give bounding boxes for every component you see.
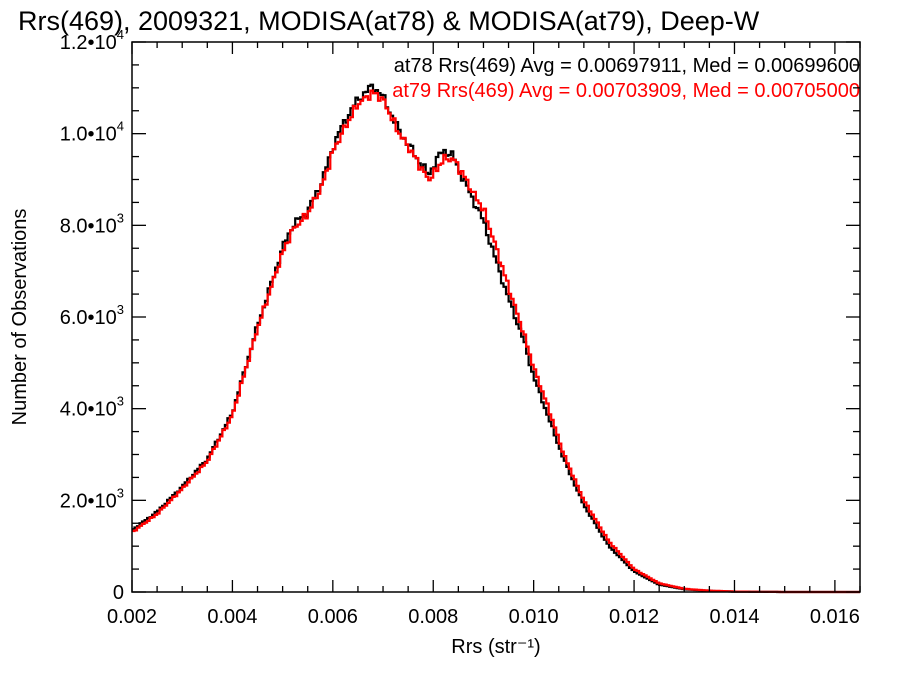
x-axis-label: Rrs (str⁻¹)	[451, 636, 540, 658]
series-at79-line	[132, 89, 860, 594]
x-tick-label: 0.010	[509, 606, 559, 628]
y-tick-label: 1.2•104	[60, 27, 124, 54]
y-tick-label: 2.0•103	[60, 485, 124, 512]
y-tick-label: 6.0•103	[60, 302, 124, 329]
series-layer	[132, 83, 860, 594]
stats-annotations: at78 Rrs(469) Avg = 0.00697911, Med = 0.…	[392, 55, 860, 102]
stat-annotation-at78: at78 Rrs(469) Avg = 0.00697911, Med = 0.…	[394, 55, 860, 77]
y-tick-label: 4.0•103	[60, 394, 124, 421]
x-tick-label: 0.008	[408, 606, 458, 628]
y-axis: 0 2.0•103 4.0•103 6.0•103 8.0•103 1.0•104 1.2•…	[60, 27, 860, 604]
stat-annotation-at79: at79 Rrs(469) Avg = 0.00703909, Med = 0.…	[392, 80, 860, 102]
plot-area: 0.002 0.004 0.006 0.008 0.010 0.012 0.014 0.016…	[60, 27, 861, 628]
chart-title: Rrs(469), 2009321, MODISA(at78) & MODISA…	[18, 6, 760, 36]
y-tick-label: 8.0•103	[60, 210, 124, 237]
x-axis: 0.002 0.004 0.006 0.008 0.010 0.012 0.014 0.016	[107, 42, 861, 628]
y-tick-label: 0	[113, 582, 124, 604]
x-tick-label: 0.006	[308, 606, 358, 628]
plot-frame	[131, 41, 861, 593]
y-axis-label: Number of Observations	[9, 209, 31, 426]
x-tick-label: 0.016	[810, 606, 860, 628]
y-tick-label: 1.0•104	[60, 119, 124, 146]
x-tick-label: 0.014	[709, 606, 759, 628]
series-at78-line	[132, 83, 860, 594]
x-tick-label: 0.004	[207, 606, 257, 628]
x-tick-label: 0.012	[609, 606, 659, 628]
x-tick-label: 0.002	[107, 606, 157, 628]
